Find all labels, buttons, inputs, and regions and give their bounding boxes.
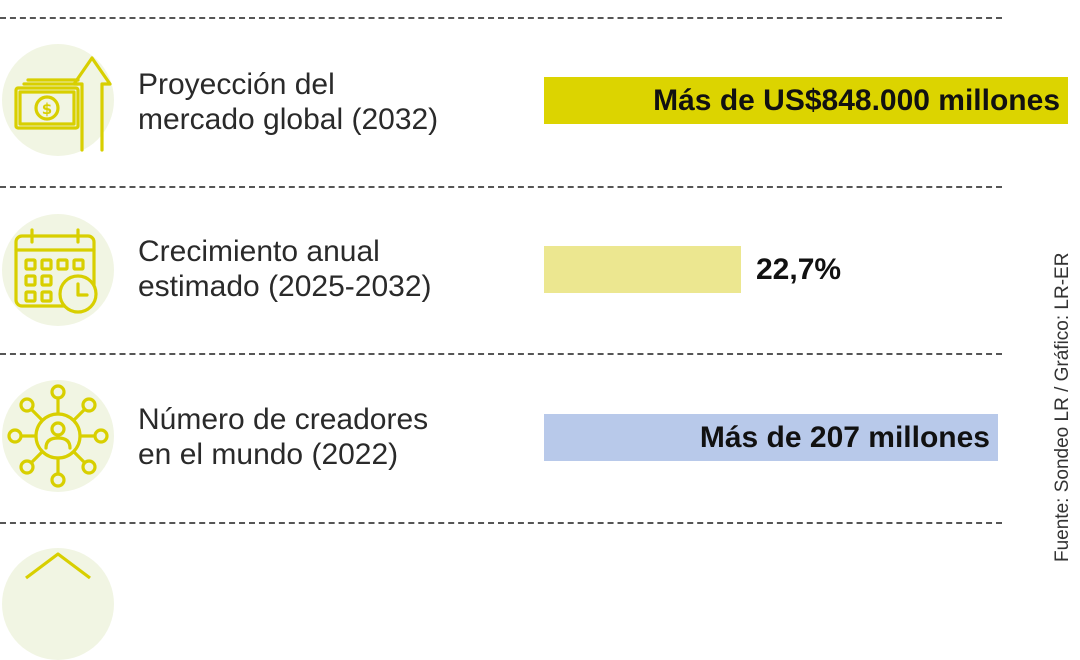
row-divider xyxy=(0,186,1002,188)
bar-creators xyxy=(544,414,998,461)
money-growth-icon: $ xyxy=(2,44,114,156)
bar-market xyxy=(544,77,1068,124)
row-divider xyxy=(0,17,1002,19)
row-divider xyxy=(0,353,1002,355)
data-label-market: Más de US$848.000 millones xyxy=(653,84,1060,117)
stat-row-growth: Crecimiento anual estimado (2025-2032) 2… xyxy=(0,210,1020,340)
row-label: Número de creadores en el mundo (2022) xyxy=(138,403,429,471)
stat-row-creators: Número de creadores en el mundo (2022) M… xyxy=(0,380,1020,510)
data-label-growth: 22,7% xyxy=(756,253,842,286)
bar-growth xyxy=(544,246,741,293)
stat-row-market: $ Proyección del mercado global (2032) M… xyxy=(0,40,1068,170)
row-label: Crecimiento anual estimado (2025-2032) xyxy=(138,235,432,303)
house-icon xyxy=(2,548,114,660)
data-label-creators: Más de 207 millones xyxy=(699,421,990,454)
creator-network-icon xyxy=(2,380,114,492)
svg-text:$: $ xyxy=(42,100,52,118)
row-label: Proyección del mercado global (2032) xyxy=(138,68,439,136)
source-credit: Fuente: Sondeo LR / Gráfico: LR-ER xyxy=(1052,252,1073,562)
row-divider xyxy=(0,522,1002,524)
calendar-clock-icon xyxy=(2,214,114,326)
